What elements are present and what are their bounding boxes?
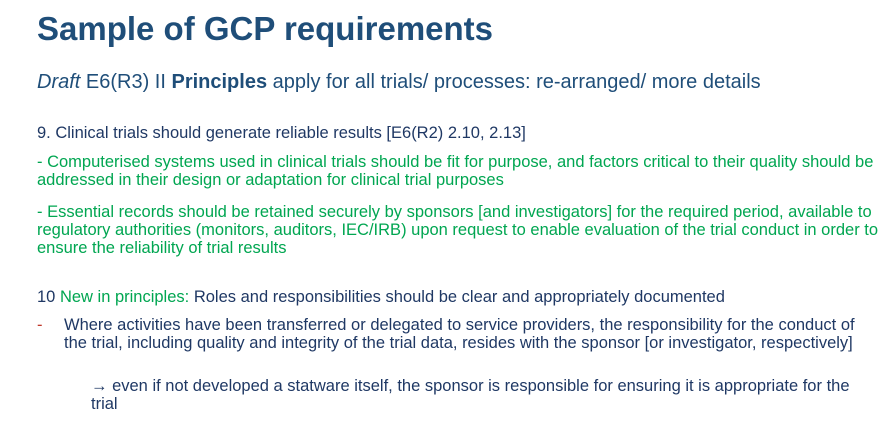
subtitle-draft: Draft [37,71,81,93]
principle-10-heading: 10 New in principles: Roles and responsi… [37,288,725,306]
subtitle-principles: Principles [171,71,268,93]
arrow-right-icon: → [91,377,108,395]
slide-subtitle: Draft E6(R3) II Principles apply for all… [37,71,761,94]
bullet-dash: - [37,316,43,334]
subtitle-code: E6(R3) II [80,71,172,93]
principle-10-number: 10 [37,288,60,306]
bullet-text: Where activities have been transferred o… [64,316,855,352]
principle-9-heading: 9. Clinical trials should generate relia… [37,124,526,142]
subtitle-rest: apply for all trials/ processes: re-arra… [267,71,761,93]
slide-title: Sample of GCP requirements [37,10,494,47]
sub-point-text: even if not developed a statware itself,… [91,377,850,413]
principle-10-text: Roles and responsibilities should be cle… [189,288,725,306]
new-in-principles-label: New in principles: [59,288,190,306]
principle-9-essential-records: - Essential records should be retained s… [37,203,879,257]
principle-9-computerised-systems: - Computerised systems used in clinical … [37,153,874,189]
principle-10-sub-point: → even if not developed a statware itsel… [91,377,851,413]
